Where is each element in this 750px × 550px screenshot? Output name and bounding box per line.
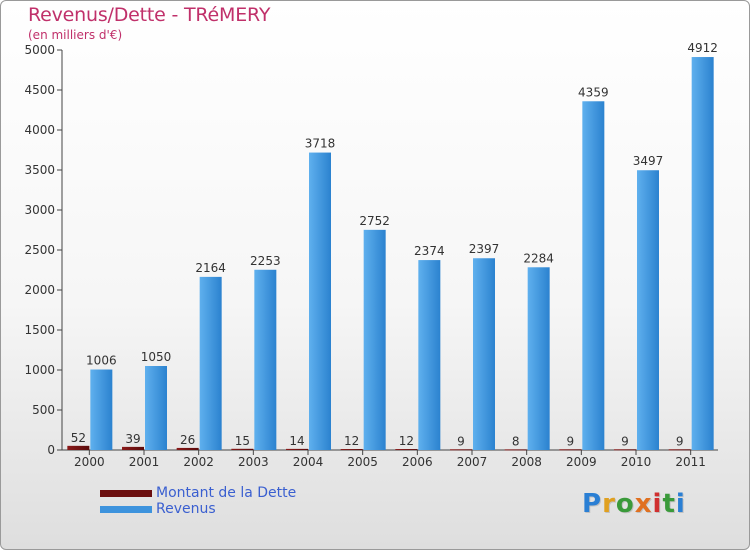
bar-debt-2005 xyxy=(340,449,363,451)
x-tick-label: 2006 xyxy=(402,455,433,469)
y-tick-label: 4500 xyxy=(24,83,55,97)
bar-debt-2006 xyxy=(395,449,418,451)
data-label-revenus: 4912 xyxy=(687,41,718,55)
legend-swatch-debt xyxy=(100,490,152,497)
x-tick-label: 2011 xyxy=(675,455,706,469)
logo-letter: i xyxy=(652,489,663,519)
chart-title: Revenus/Dette - TRéMERY xyxy=(28,4,271,26)
data-label-debt: 39 xyxy=(125,432,140,446)
y-tick-label: 2500 xyxy=(24,243,55,257)
data-label-debt: 12 xyxy=(344,434,359,448)
bar-revenus-2011 xyxy=(691,57,714,450)
data-label-debt: 9 xyxy=(457,434,465,448)
logo-letter: r xyxy=(602,489,616,519)
x-tick-label: 2009 xyxy=(566,455,597,469)
y-tick-label: 5000 xyxy=(24,43,55,57)
x-tick-label: 2010 xyxy=(621,455,652,469)
data-label-revenus: 2374 xyxy=(414,244,445,258)
data-label-debt: 8 xyxy=(512,434,520,448)
y-tick-label: 3000 xyxy=(24,203,55,217)
bar-debt-2002 xyxy=(176,447,199,450)
data-label-revenus: 1050 xyxy=(141,350,172,364)
bar-revenus-2001 xyxy=(145,366,167,450)
x-tick-label: 2008 xyxy=(511,455,542,469)
y-tick-label: 2000 xyxy=(24,283,55,297)
bar-revenus-2002 xyxy=(199,276,222,450)
x-tick-label: 2005 xyxy=(347,455,378,469)
bar-debt-2004 xyxy=(286,448,308,450)
logo-letter: P xyxy=(582,489,603,519)
y-tick-label: 1500 xyxy=(24,323,55,337)
data-label-debt: 14 xyxy=(289,434,304,448)
y-tick-label: 4000 xyxy=(24,123,55,137)
logo-letter: i xyxy=(675,489,686,519)
bars xyxy=(67,57,714,451)
bar-revenus-2000 xyxy=(90,369,113,450)
data-label-debt: 9 xyxy=(567,434,575,448)
data-label-revenus: 2752 xyxy=(359,214,390,228)
legend-label-revenus: Revenus xyxy=(156,501,216,517)
proxiti-logo: Proxiti xyxy=(582,489,686,519)
data-label-debt: 52 xyxy=(71,431,86,445)
bar-debt-2007 xyxy=(450,449,472,451)
bar-debt-2010 xyxy=(614,449,636,451)
bar-revenus-2010 xyxy=(637,170,659,451)
y-tick-label: 0 xyxy=(47,443,55,457)
bar-revenus-2005 xyxy=(363,229,386,450)
data-label-debt: 26 xyxy=(180,433,195,447)
y-tick-label: 3500 xyxy=(24,163,55,177)
data-label-debt: 9 xyxy=(621,434,629,448)
bar-debt-2011 xyxy=(668,449,691,451)
data-label-revenus: 2397 xyxy=(469,242,500,256)
bar-revenus-2009 xyxy=(582,101,605,450)
logo-letter: t xyxy=(662,489,676,519)
logo-letter: o xyxy=(615,489,635,519)
x-tick-label: 2001 xyxy=(129,455,160,469)
x-tick-label: 2002 xyxy=(183,455,214,469)
data-labels: 52 1006 39 1050 26 2164 15 2253 14 3718 12 2752 12 23… xyxy=(71,41,718,448)
bar-debt-2008 xyxy=(504,449,527,451)
data-label-revenus: 3497 xyxy=(633,154,664,168)
data-label-debt: 9 xyxy=(676,434,684,448)
data-label-revenus: 3718 xyxy=(305,137,336,151)
y-tick-label: 500 xyxy=(32,403,55,417)
data-label-revenus: 1006 xyxy=(86,354,117,368)
legend-label-debt: Montant de la Dette xyxy=(156,485,297,501)
bar-debt-2000 xyxy=(67,445,90,450)
bar-debt-2003 xyxy=(231,448,254,450)
bar-revenus-2007 xyxy=(473,258,495,450)
legend-swatch-revenus xyxy=(100,506,152,513)
data-label-revenus: 4359 xyxy=(578,85,609,99)
data-label-revenus: 2253 xyxy=(250,254,281,268)
data-label-revenus: 2284 xyxy=(523,251,554,265)
axes: 0 500 1000 1500 2000 2500 3000 3500 4000 4500 5000… xyxy=(24,43,718,469)
y-tick-label: 1000 xyxy=(24,363,55,377)
bar-debt-2001 xyxy=(122,446,144,450)
chart-subtitle: (en milliers d'€) xyxy=(28,28,123,42)
bar-revenus-2008 xyxy=(527,267,550,450)
bar-revenus-2006 xyxy=(418,260,441,450)
bar-revenus-2003 xyxy=(254,269,277,450)
x-tick-label: 2007 xyxy=(457,455,488,469)
logo-letter: x xyxy=(634,489,653,519)
bar-revenus-2004 xyxy=(309,152,331,450)
x-tick-label: 2000 xyxy=(74,455,105,469)
data-label-revenus: 2164 xyxy=(195,261,226,275)
bar-debt-2009 xyxy=(559,449,582,451)
x-tick-label: 2004 xyxy=(293,455,324,469)
data-label-debt: 12 xyxy=(399,434,414,448)
data-label-debt: 15 xyxy=(235,434,250,448)
x-tick-label: 2003 xyxy=(238,455,269,469)
